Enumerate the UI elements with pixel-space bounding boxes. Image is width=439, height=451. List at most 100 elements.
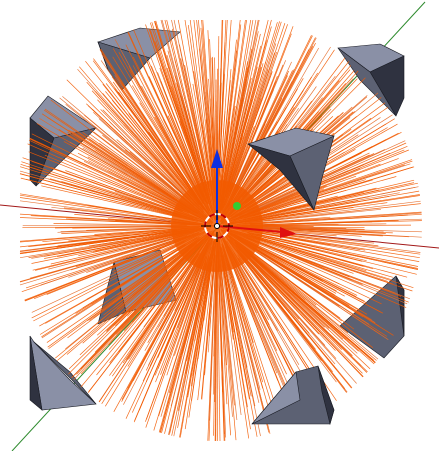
transform-gizmo-z-arrow-icon[interactable]: [211, 149, 223, 168]
hair-strand: [31, 160, 190, 217]
hair-strand: [222, 244, 277, 407]
hair-strand: [233, 75, 288, 192]
pyramid-mesh-right-lower[interactable]: [339, 275, 405, 359]
hair-strand: [130, 257, 196, 353]
hair-strand: [157, 72, 209, 204]
hair-strand: [241, 249, 343, 350]
hair-strand: [217, 260, 225, 441]
hair-strand: [77, 152, 191, 213]
hair-strand: [164, 19, 212, 203]
hair-strand: [249, 163, 411, 216]
hair-strand: [72, 131, 187, 207]
hair-strand: [48, 236, 202, 349]
hair-strand: [248, 227, 422, 238]
hair-strand: [242, 242, 389, 340]
hair-strand: [58, 129, 196, 214]
hair-strand: [19, 236, 179, 286]
hair-strand: [223, 250, 264, 389]
object-origin-icon[interactable]: [233, 202, 241, 210]
hair-strand: [232, 60, 287, 189]
hair-strand: [82, 243, 198, 344]
hair-strand: [133, 245, 209, 423]
hair-strand: [123, 124, 198, 205]
hair-strand: [213, 256, 217, 436]
hair-strand: [112, 241, 207, 377]
hair-strand: [19, 213, 186, 225]
hair-strand: [225, 19, 269, 193]
hair-strand: [19, 227, 187, 242]
hair-strand: [242, 249, 325, 328]
hair-strand: [250, 166, 415, 217]
hair-strand: [242, 255, 353, 389]
hair-strand: [86, 235, 191, 273]
hair-strand: [246, 231, 418, 270]
3d-cursor-icon[interactable]: [201, 210, 233, 242]
hair-strand: [193, 71, 212, 187]
hair-strand: [238, 238, 372, 321]
hair-strand: [222, 19, 254, 195]
hair-strand: [102, 93, 204, 210]
transform-gizmo[interactable]: [211, 149, 297, 238]
hair-strand: [243, 229, 421, 255]
pyramid-mesh-center-right[interactable]: [246, 127, 335, 211]
hair-strand: [253, 176, 397, 217]
pyramid-mesh-bottom-left-face-2: [33, 341, 97, 405]
hair-strand: [193, 19, 214, 190]
pyramid-mesh-bottom-right[interactable]: [251, 365, 335, 426]
hair-strand: [113, 245, 206, 412]
hair-strand: [200, 27, 215, 191]
hair-strand: [155, 20, 206, 189]
hair-strand: [20, 177, 182, 218]
hair-strand: [79, 66, 193, 199]
hair-strand: [47, 241, 195, 348]
hair-strand: [166, 19, 208, 189]
hair-strand: [220, 265, 237, 441]
hair-strand: [128, 255, 198, 360]
hair-strand: [166, 255, 208, 376]
pyramid-mesh-bottom-right-face-1: [251, 371, 301, 425]
hair-strand: [222, 247, 267, 417]
hair-strand: [131, 259, 202, 413]
hair-strand: [27, 143, 183, 213]
hair-strand: [241, 253, 326, 346]
hair-strand: [39, 237, 197, 327]
hair-strand: [216, 251, 218, 442]
hair-strand: [28, 230, 190, 258]
pyramid-mesh-center-right-face-2: [247, 143, 315, 211]
hair-strand: [254, 236, 374, 270]
hair-strand: [202, 19, 217, 208]
hair-strand: [227, 26, 294, 199]
hair-strand: [78, 231, 189, 256]
hair-particle-strands[interactable]: [19, 19, 422, 442]
pyramid-mesh-top-right-face-2: [337, 47, 397, 117]
hair-strand: [158, 261, 207, 417]
hair-strand: [222, 19, 247, 188]
hair-strand: [228, 24, 288, 193]
hair-strand: [99, 49, 204, 208]
hair-strand: [231, 231, 411, 300]
hair-strand: [252, 236, 367, 272]
hair-strand: [236, 249, 337, 371]
pyramid-mesh-bottom-left[interactable]: [29, 335, 97, 411]
hair-strand: [215, 266, 218, 442]
gizmo-x-shaft[interactable]: [216, 225, 283, 233]
hair-strand: [247, 140, 406, 214]
hair-strand: [66, 249, 189, 355]
hair-strand: [57, 231, 189, 258]
pyramid-mesh-top-right[interactable]: [337, 43, 405, 117]
hair-strand: [225, 69, 295, 208]
hair-strand: [237, 72, 318, 195]
hair-strand: [216, 240, 221, 442]
hair-strand: [29, 137, 182, 211]
hair-strand: [251, 235, 393, 278]
hair-strand: [157, 262, 203, 369]
hair-strand: [196, 19, 214, 187]
hair-strand: [46, 234, 205, 343]
hair-strand: [96, 250, 197, 376]
corner-pyramid-meshes-front[interactable]: [246, 127, 335, 426]
hair-strand: [53, 223, 187, 226]
hair-strand: [19, 173, 195, 221]
transform-gizmo-x-arrow-icon[interactable]: [280, 227, 297, 238]
